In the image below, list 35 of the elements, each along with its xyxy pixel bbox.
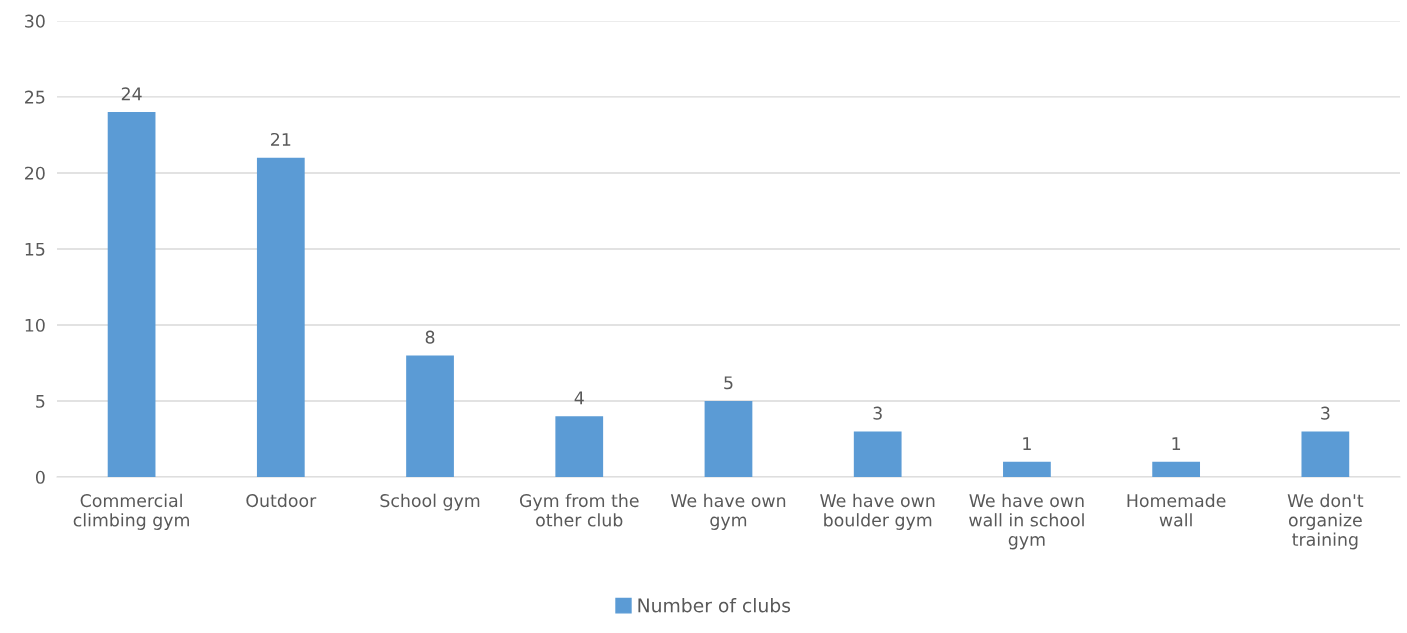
y-tick-label: 20 [25, 166, 45, 180]
y-tick-label: 5 [36, 394, 45, 408]
x-tick-label: We have own wall in school gym [969, 493, 1084, 550]
bar [107, 112, 156, 478]
data-label: 8 [425, 330, 435, 344]
x-tick-label: We have own boulder gym [820, 493, 935, 530]
data-label: 4 [574, 391, 584, 405]
bar [853, 431, 902, 478]
bar [406, 355, 454, 478]
data-label: 1 [1023, 437, 1031, 450]
data-label: 21 [271, 132, 291, 146]
data-label: 1 [1172, 437, 1181, 450]
bar [555, 416, 604, 478]
y-tick-label: 25 [25, 90, 45, 104]
bar [1152, 461, 1201, 478]
data-label: 3 [1321, 406, 1330, 420]
y-tick-label: 15 [25, 242, 45, 256]
data-label: 24 [121, 87, 142, 101]
x-tick-label: We have own gym [670, 493, 786, 530]
x-tick-label: Homemade wall [1127, 493, 1226, 527]
legend-label: Number of clubs [638, 597, 791, 613]
data-label: 5 [724, 376, 733, 390]
y-tick-label: 0 [35, 470, 45, 484]
data-label: 3 [873, 406, 882, 420]
y-tick-label: 30 [25, 14, 45, 28]
x-tick-label: Gym from the other club [519, 493, 639, 527]
bar [256, 157, 305, 478]
bar [1003, 461, 1051, 478]
x-tick-label: School gym [380, 493, 480, 511]
bar [1301, 431, 1350, 478]
x-tick-label: We don't organize training [1287, 493, 1364, 550]
y-tick-label: 10 [25, 318, 45, 332]
x-tick-label: Outdoor [246, 493, 317, 508]
x-tick-label: Commercial climbing gym [73, 493, 189, 530]
bar [704, 401, 753, 478]
